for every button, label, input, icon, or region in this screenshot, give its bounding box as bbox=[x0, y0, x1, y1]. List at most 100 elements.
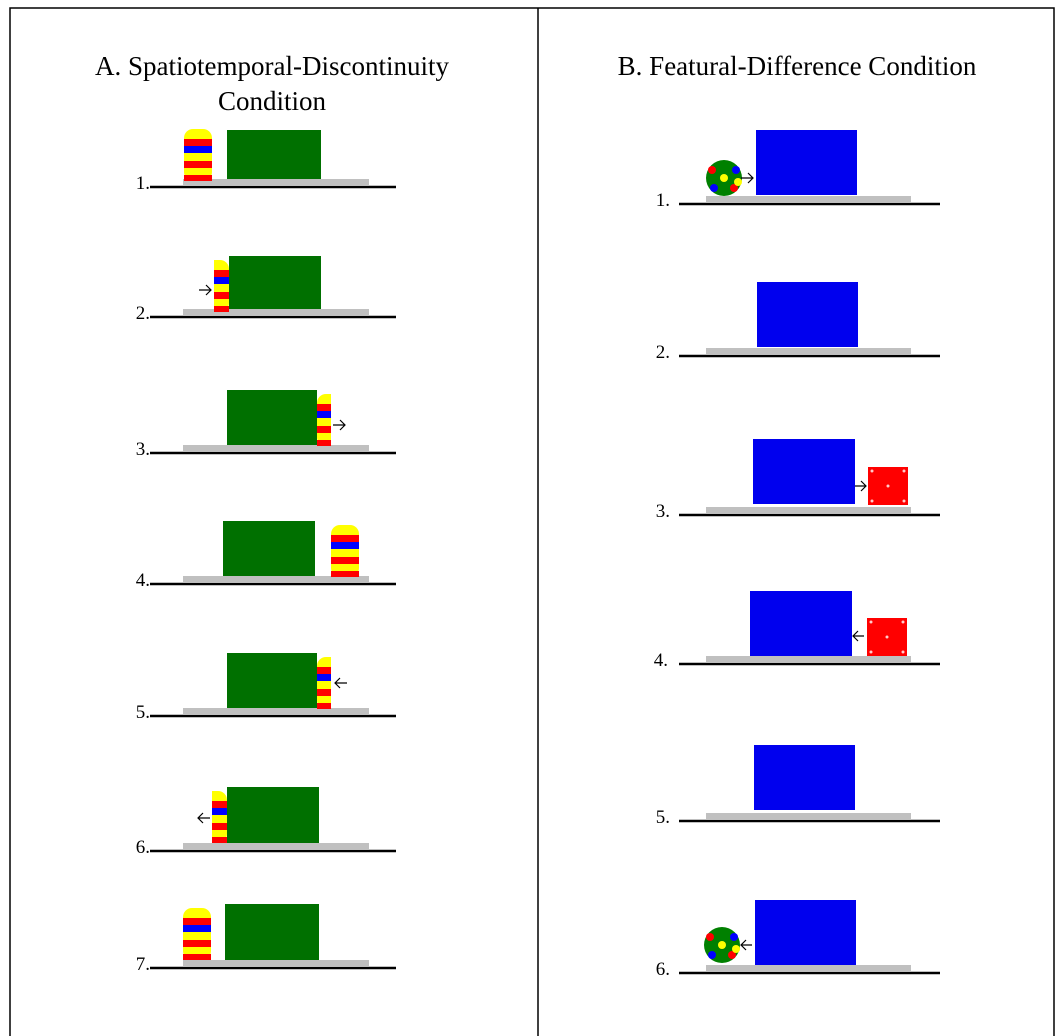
stage bbox=[706, 507, 911, 513]
stripe bbox=[317, 674, 345, 681]
ball-dot bbox=[706, 933, 714, 941]
dot bbox=[902, 621, 905, 624]
screen bbox=[227, 787, 319, 843]
ball-dot bbox=[710, 184, 718, 192]
step-label: 7. bbox=[136, 954, 150, 975]
stripe bbox=[317, 411, 345, 418]
arrow bbox=[199, 285, 211, 295]
step-label: 6. bbox=[656, 959, 670, 980]
striped-object bbox=[184, 129, 212, 182]
dot bbox=[886, 636, 889, 639]
stripe bbox=[199, 801, 227, 808]
striped-body bbox=[183, 908, 211, 961]
figure: A. Spatiotemporal-Discontinuity Condition… bbox=[0, 0, 1056, 1036]
arrow bbox=[198, 813, 210, 823]
step-label: 1. bbox=[656, 190, 670, 211]
stripe bbox=[184, 175, 212, 182]
step-label: 4. bbox=[654, 650, 668, 671]
stripe bbox=[317, 689, 345, 696]
stripe bbox=[317, 667, 345, 674]
striped-object bbox=[183, 908, 211, 961]
ball-dot bbox=[708, 166, 716, 174]
striped-object bbox=[201, 260, 229, 313]
step-label: 1. bbox=[136, 173, 150, 194]
yellow bbox=[184, 129, 212, 181]
screen bbox=[757, 282, 858, 347]
dot bbox=[887, 485, 890, 488]
step-label: 2. bbox=[136, 303, 150, 324]
ball-dot bbox=[734, 178, 742, 186]
stripe bbox=[201, 277, 229, 284]
ball-dot bbox=[720, 174, 728, 182]
stripe bbox=[331, 542, 359, 549]
stripe bbox=[184, 161, 212, 168]
panel-title: A. Spatiotemporal-Discontinuity bbox=[95, 51, 449, 81]
screen bbox=[750, 591, 852, 656]
stripe bbox=[184, 139, 212, 146]
ball-dot bbox=[730, 933, 738, 941]
step-label: 5. bbox=[656, 807, 670, 828]
striped-object bbox=[331, 525, 359, 578]
arrow bbox=[333, 420, 345, 430]
stage bbox=[183, 445, 369, 451]
striped-body bbox=[201, 260, 229, 313]
stripe bbox=[331, 571, 359, 578]
panel-title: B. Featural-Difference Condition bbox=[618, 51, 977, 81]
stripe bbox=[331, 557, 359, 564]
stripe bbox=[199, 823, 227, 830]
step-label: 4. bbox=[136, 570, 150, 591]
arrow bbox=[335, 678, 347, 688]
stripe bbox=[183, 954, 211, 961]
stripe bbox=[184, 146, 212, 153]
screen bbox=[227, 653, 317, 708]
striped-body bbox=[184, 129, 212, 182]
yellow bbox=[331, 525, 359, 577]
dot bbox=[903, 470, 906, 473]
screen bbox=[229, 256, 321, 309]
ball-dot bbox=[708, 951, 716, 959]
screen bbox=[227, 130, 321, 179]
screen bbox=[754, 745, 855, 810]
stage bbox=[183, 843, 369, 849]
dot bbox=[871, 500, 874, 503]
stripe bbox=[331, 535, 359, 542]
step-label: 3. bbox=[656, 501, 670, 522]
panel-title: Condition bbox=[218, 86, 327, 116]
stripe bbox=[183, 918, 211, 925]
arrow bbox=[741, 173, 753, 183]
yellow bbox=[199, 791, 227, 843]
screen bbox=[223, 521, 315, 576]
stage bbox=[183, 960, 369, 966]
ball-dot bbox=[732, 166, 740, 174]
stage bbox=[706, 813, 911, 819]
screen bbox=[755, 900, 856, 965]
screen bbox=[756, 130, 857, 195]
screen bbox=[225, 904, 319, 960]
striped-body bbox=[331, 525, 359, 578]
step-label: 2. bbox=[656, 342, 670, 363]
arrow bbox=[853, 631, 864, 641]
yellow bbox=[201, 260, 229, 312]
stage bbox=[706, 196, 911, 202]
dot bbox=[870, 651, 873, 654]
screen bbox=[753, 439, 855, 504]
outer-border bbox=[10, 8, 1054, 1036]
dot bbox=[903, 500, 906, 503]
step-label: 6. bbox=[136, 837, 150, 858]
stage bbox=[183, 708, 369, 714]
dot bbox=[871, 470, 874, 473]
yellow bbox=[183, 908, 211, 960]
screen bbox=[227, 390, 317, 445]
step-label: 3. bbox=[136, 439, 150, 460]
stripe bbox=[199, 837, 227, 844]
stage bbox=[706, 965, 911, 971]
ball-dot bbox=[718, 941, 726, 949]
stage bbox=[706, 656, 911, 662]
stripe bbox=[183, 925, 211, 932]
arrow bbox=[741, 940, 752, 950]
dot bbox=[870, 621, 873, 624]
stripe bbox=[201, 292, 229, 299]
stripe bbox=[201, 270, 229, 277]
ball-dot bbox=[732, 945, 740, 953]
stripe bbox=[199, 808, 227, 815]
